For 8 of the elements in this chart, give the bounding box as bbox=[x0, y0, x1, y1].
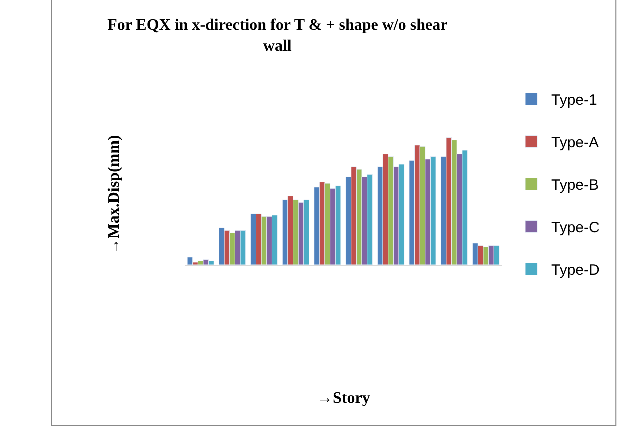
legend-label: Type-C bbox=[552, 220, 600, 237]
legend-label: Type-D bbox=[552, 262, 600, 280]
legend-label: Type-B bbox=[552, 177, 600, 194]
legend-label: Type-1 bbox=[552, 92, 598, 110]
chart-title: For EQX in x-direction for T & + shape w/o shear wall bbox=[108, 16, 448, 55]
legend-label: Type-A bbox=[552, 134, 600, 152]
text: →Story bbox=[317, 390, 370, 407]
y-axis-title: →Max.Disp(mm) bbox=[106, 135, 123, 255]
